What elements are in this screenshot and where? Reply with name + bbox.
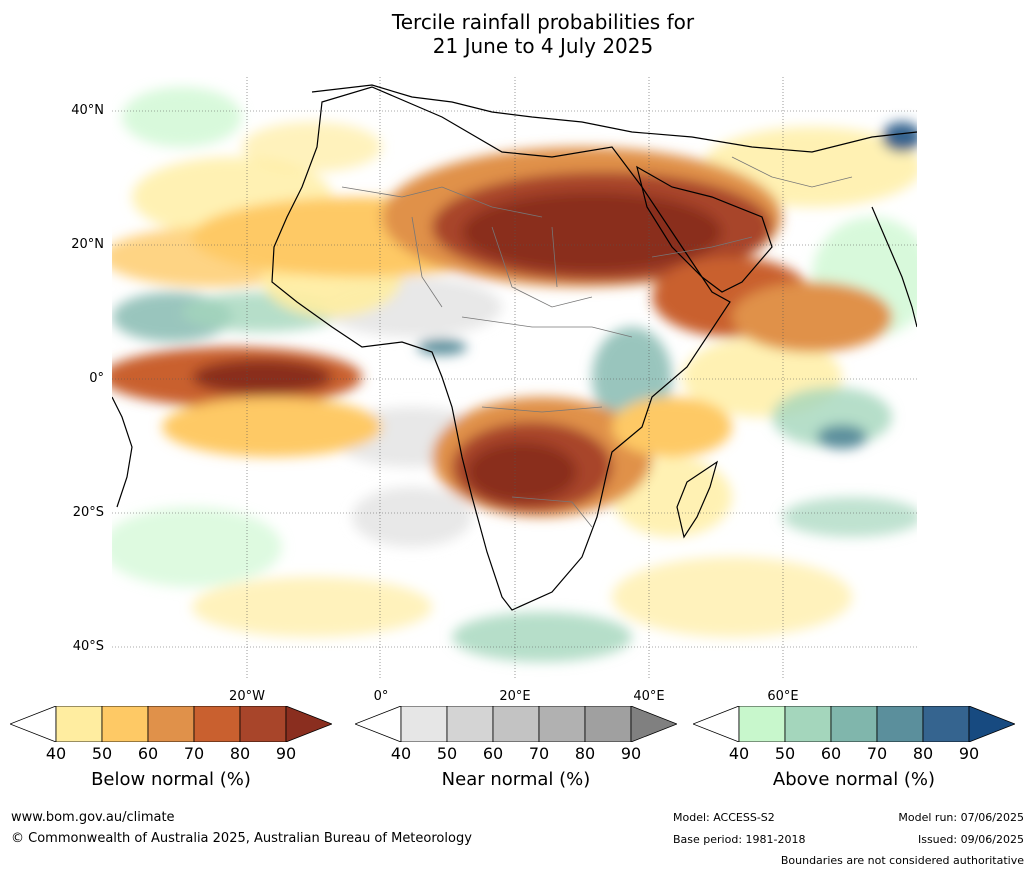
lon-label-0: 0° [373, 689, 389, 704]
above-tick-70: 70 [866, 744, 888, 763]
footer-base-period: Base period: 1981-2018 [673, 833, 806, 846]
colorbar-below-normal [8, 705, 334, 743]
above-tick-40: 40 [728, 744, 750, 763]
near-underflow-arrow [353, 705, 402, 743]
footer-website[interactable]: www.bom.gov.au/climate [11, 810, 175, 825]
below-swatch-4 [193, 705, 241, 743]
above-tick-80: 80 [912, 744, 934, 763]
lat-label-40n: 40°N [71, 103, 104, 118]
below-swatch-5 [239, 705, 287, 743]
colorbar-above-ticks: 40 50 60 70 80 90 [693, 744, 1015, 764]
near-swatch-4 [538, 705, 586, 743]
below-tick-80: 80 [229, 744, 251, 763]
near-tick-50: 50 [436, 744, 458, 763]
above-tick-60: 60 [820, 744, 842, 763]
above-swatch-2 [784, 705, 832, 743]
lat-label-20n: 20°N [71, 237, 104, 252]
above-swatch-4 [876, 705, 924, 743]
country-borders [341, 156, 853, 528]
map-title-line1: Tercile rainfall probabilities for [391, 10, 695, 34]
near-swatch-3 [492, 705, 540, 743]
below-tick-40: 40 [45, 744, 67, 763]
below-overflow-arrow [285, 705, 334, 743]
above-tick-90: 90 [958, 744, 980, 763]
near-swatch-2 [446, 705, 494, 743]
near-tick-90: 90 [620, 744, 642, 763]
below-swatch-2 [101, 705, 149, 743]
colorbar-below-ticks: 40 50 60 70 80 90 [10, 744, 332, 764]
colorbar-above-svg [691, 705, 1017, 743]
below-swatch-3 [147, 705, 195, 743]
map-title-line2: 21 June to 4 July 2025 [432, 34, 654, 58]
above-swatch-1 [738, 705, 786, 743]
above-underflow-arrow [691, 705, 740, 743]
lon-label-20e: 20°E [499, 689, 531, 704]
above-swatch-5 [922, 705, 970, 743]
near-swatch-5 [584, 705, 632, 743]
below-tick-60: 60 [137, 744, 159, 763]
below-underflow-arrow [8, 705, 57, 743]
above-swatch-3 [830, 705, 878, 743]
footer-copyright: © Commonwealth of Australia 2025, Austra… [11, 831, 472, 846]
lon-label-60e: 60°E [767, 689, 799, 704]
footer-issued: Issued: 09/06/2025 [917, 833, 1024, 846]
lon-label-20w: 20°W [229, 689, 265, 704]
probability-field [112, 87, 917, 662]
below-tick-50: 50 [91, 744, 113, 763]
near-tick-40: 40 [390, 744, 412, 763]
footer-model-run: Model run: 07/06/2025 [898, 811, 1024, 824]
below-swatch-1 [55, 705, 103, 743]
lat-label-0: 0° [89, 371, 104, 386]
lon-label-40e: 40°E [633, 689, 665, 704]
above-tick-50: 50 [774, 744, 796, 763]
colorbar-near-ticks: 40 50 60 70 80 90 [355, 744, 677, 764]
above-overflow-arrow [968, 705, 1017, 743]
colorbar-near-svg [353, 705, 679, 743]
graticule [112, 77, 917, 680]
footer-disclaimer: Boundaries are not considered authoritat… [780, 854, 1024, 867]
near-overflow-arrow [630, 705, 679, 743]
colorbar-below-title: Below normal (%) [91, 769, 251, 790]
map-canvas [112, 77, 917, 680]
colorbar-near-normal [353, 705, 679, 743]
coastline [112, 84, 917, 611]
colorbar-above-title: Above normal (%) [772, 769, 936, 790]
near-tick-70: 70 [528, 744, 550, 763]
colorbar-above-normal [691, 705, 1017, 743]
near-swatch-1 [400, 705, 448, 743]
below-tick-90: 90 [275, 744, 297, 763]
lat-label-20s: 20°S [72, 505, 104, 520]
near-tick-60: 60 [482, 744, 504, 763]
lat-label-40s: 40°S [72, 639, 104, 654]
rainfall-probability-map [112, 77, 917, 680]
colorbar-near-title: Near normal (%) [441, 769, 591, 790]
colorbar-below-svg [8, 705, 334, 743]
near-tick-80: 80 [574, 744, 596, 763]
footer-model: Model: ACCESS-S2 [673, 811, 775, 824]
below-tick-70: 70 [183, 744, 205, 763]
